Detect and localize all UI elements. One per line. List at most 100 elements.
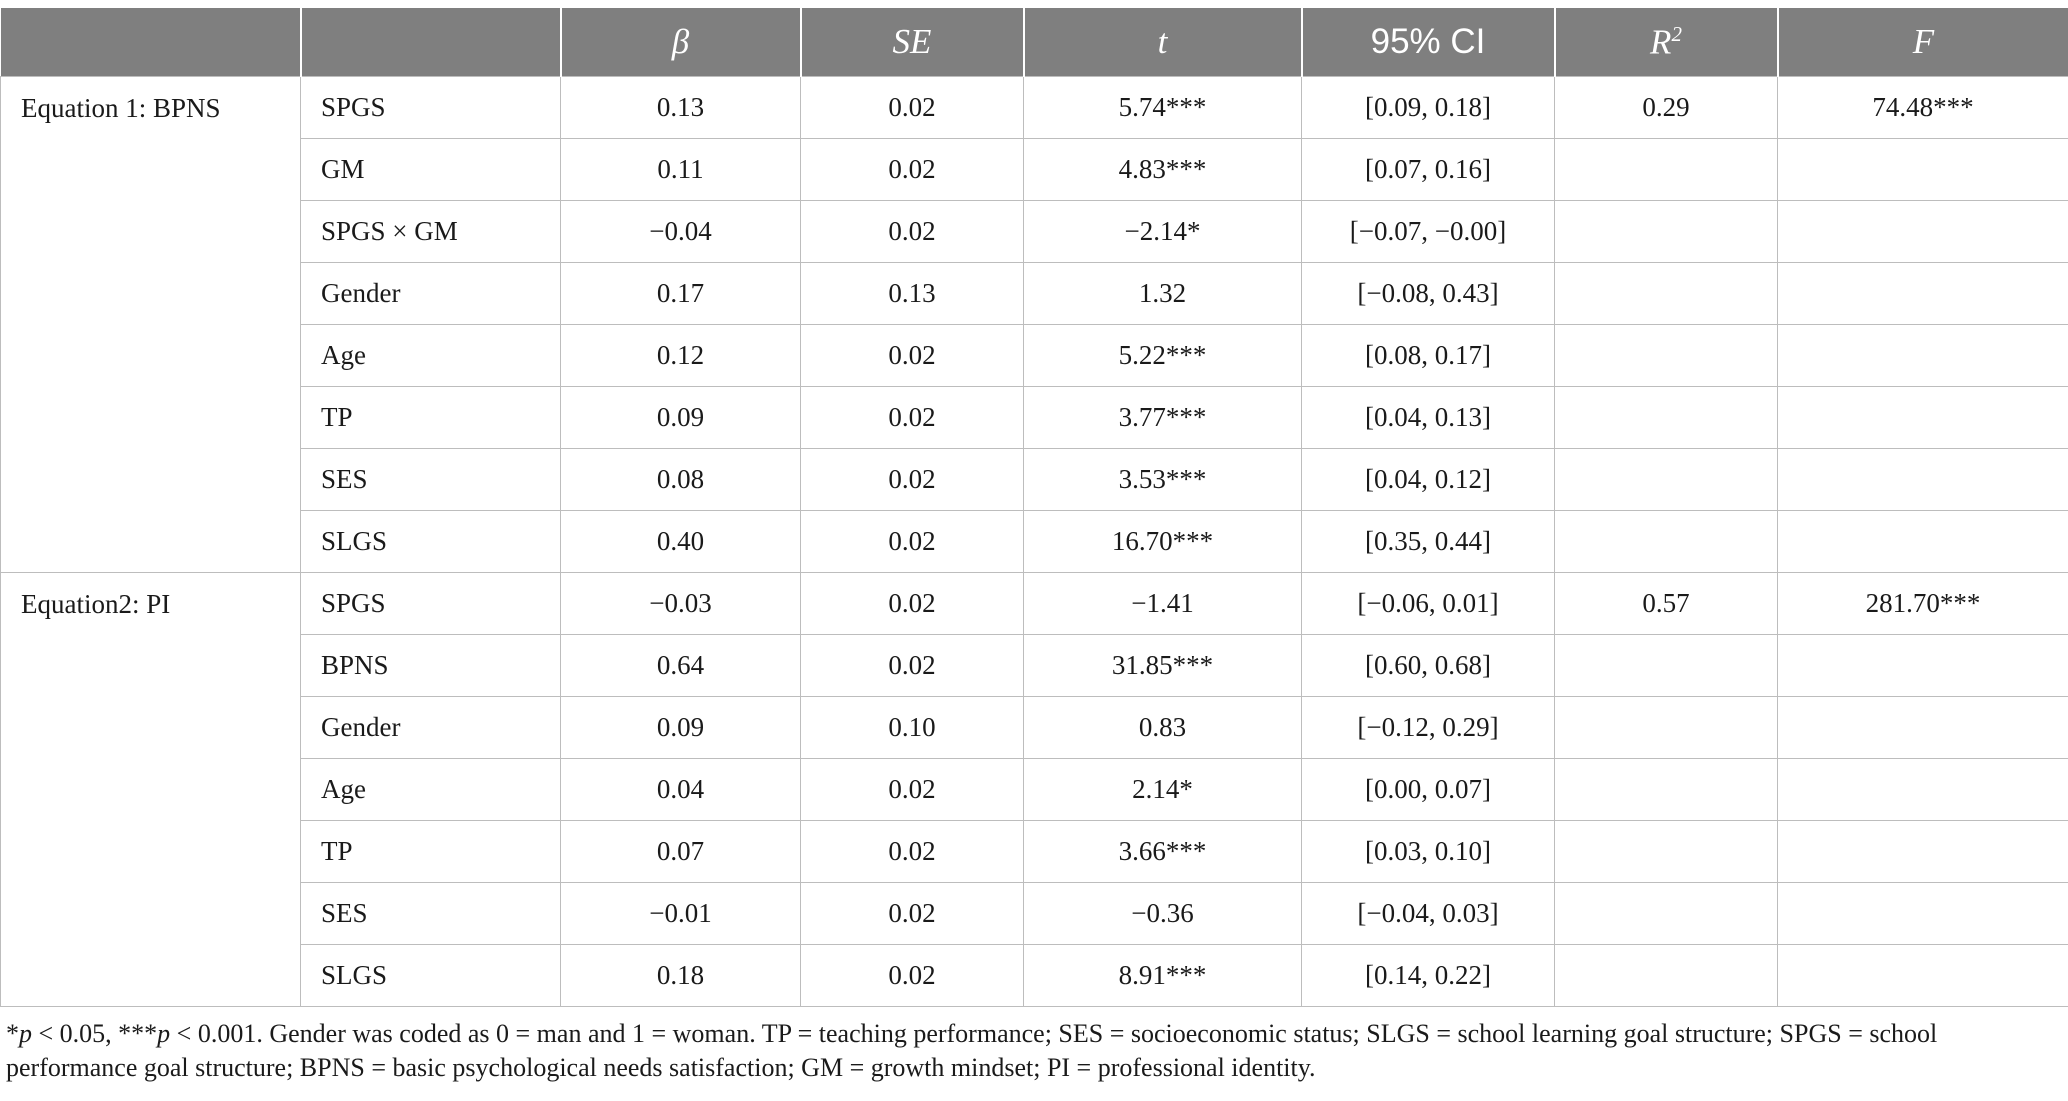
table-row: Gender 0.17 0.13 1.32 [−0.08, 0.43]: [1, 262, 2068, 325]
ci-cell: [−0.06, 0.01]: [1301, 572, 1555, 635]
f-cell: [1777, 944, 2068, 1007]
variable-cell: Gender: [300, 262, 561, 325]
se-cell: 0.02: [800, 634, 1024, 697]
header-t: t: [1022, 8, 1303, 77]
variable-cell: SES: [300, 882, 561, 945]
equation-label: Equation2: PI: [0, 572, 301, 1007]
se-cell: 0.02: [800, 448, 1024, 511]
beta-cell: 0.11: [560, 138, 801, 201]
table-row: SLGS 0.18 0.02 8.91*** [0.14, 0.22]: [1, 944, 2068, 1007]
table-row: TP 0.07 0.02 3.66*** [0.03, 0.10]: [1, 820, 2068, 883]
beta-cell: −0.04: [560, 200, 801, 263]
f-cell: [1777, 262, 2068, 325]
ci-cell: [−0.07, −0.00]: [1301, 200, 1555, 263]
table-row: Equation2: PI SPGS −0.03 0.02 −1.41 [−0.06, 0…: [0, 572, 2068, 1007]
f-cell: [1777, 510, 2068, 573]
f-cell: [1777, 138, 2068, 201]
variable-cell: SPGS: [300, 76, 561, 139]
table-footnote: *p < 0.05, ***p < 0.001. Gender was code…: [0, 1017, 2046, 1085]
variable-cell: GM: [300, 138, 561, 201]
f-cell: 281.70***: [1777, 572, 2068, 635]
f-cell: [1777, 758, 2068, 821]
t-cell: 31.85***: [1023, 634, 1302, 697]
beta-cell: 0.40: [560, 510, 801, 573]
ci-cell: [−0.04, 0.03]: [1301, 882, 1555, 945]
se-cell: 0.02: [800, 758, 1024, 821]
header-row: β SE t 95% CI R2 F: [0, 8, 2068, 77]
variable-cell: Age: [300, 758, 561, 821]
t-cell: 4.83***: [1023, 138, 1302, 201]
ci-cell: [0.03, 0.10]: [1301, 820, 1555, 883]
variable-cell: BPNS: [300, 634, 561, 697]
f-cell: [1777, 448, 2068, 511]
se-cell: 0.10: [800, 696, 1024, 759]
f-cell: [1777, 696, 2068, 759]
t-cell: 16.70***: [1023, 510, 1302, 573]
table-row: Age 0.12 0.02 5.22*** [0.08, 0.17]: [1, 324, 2068, 387]
r2-cell: [1554, 820, 1778, 883]
beta-cell: 0.08: [560, 448, 801, 511]
header-r2-exponent: 2: [1671, 21, 1682, 46]
beta-cell: 0.09: [560, 696, 801, 759]
r2-cell: [1554, 324, 1778, 387]
r2-cell: [1554, 138, 1778, 201]
table-row: BPNS 0.64 0.02 31.85*** [0.60, 0.68]: [1, 634, 2068, 697]
se-cell: 0.02: [800, 882, 1024, 945]
header-ci: 95% CI: [1300, 8, 1556, 77]
r2-cell: 0.57: [1554, 572, 1778, 635]
t-cell: 0.83: [1023, 696, 1302, 759]
ci-cell: [0.60, 0.68]: [1301, 634, 1555, 697]
beta-cell: 0.04: [560, 758, 801, 821]
ci-cell: [0.14, 0.22]: [1301, 944, 1555, 1007]
regression-table-container: β SE t 95% CI R2 F Equation 1: BPNS SPGS 0…: [0, 8, 2068, 1007]
r2-cell: 0.29: [1554, 76, 1778, 139]
ci-cell: [0.04, 0.12]: [1301, 448, 1555, 511]
r2-cell: [1554, 510, 1778, 573]
se-cell: 0.02: [800, 820, 1024, 883]
ci-cell: [0.09, 0.18]: [1301, 76, 1555, 139]
variable-cell: SPGS × GM: [300, 200, 561, 263]
f-cell: [1777, 200, 2068, 263]
table-row: SPGS × GM −0.04 0.02 −2.14* [−0.07, −0.00]: [1, 200, 2068, 263]
regression-table: β SE t 95% CI R2 F Equation 1: BPNS SPGS 0…: [0, 8, 2068, 1007]
se-cell: 0.02: [800, 138, 1024, 201]
se-cell: 0.02: [800, 572, 1024, 635]
table-row: SLGS 0.40 0.02 16.70*** [0.35, 0.44]: [1, 510, 2068, 573]
f-cell: [1777, 882, 2068, 945]
r2-cell: [1554, 386, 1778, 449]
beta-cell: 0.07: [560, 820, 801, 883]
variable-cell: SES: [300, 448, 561, 511]
se-cell: 0.02: [800, 386, 1024, 449]
se-cell: 0.02: [800, 944, 1024, 1007]
variable-cell: TP: [300, 386, 561, 449]
t-cell: 5.74***: [1023, 76, 1302, 139]
r2-cell: [1554, 634, 1778, 697]
table-row: Gender 0.09 0.10 0.83 [−0.12, 0.29]: [1, 696, 2068, 759]
r2-cell: [1554, 944, 1778, 1007]
t-cell: −1.41: [1023, 572, 1302, 635]
t-cell: 5.22***: [1023, 324, 1302, 387]
f-cell: 74.48***: [1777, 76, 2068, 139]
r2-cell: [1554, 758, 1778, 821]
table-row: TP 0.09 0.02 3.77*** [0.04, 0.13]: [1, 386, 2068, 449]
note-p2: p: [157, 1019, 171, 1048]
t-cell: 3.77***: [1023, 386, 1302, 449]
t-cell: −0.36: [1023, 882, 1302, 945]
beta-cell: 0.18: [560, 944, 801, 1007]
beta-cell: 0.12: [560, 324, 801, 387]
header-beta: β: [559, 8, 802, 77]
table-row: Age 0.04 0.02 2.14* [0.00, 0.07]: [1, 758, 2068, 821]
t-cell: 2.14*: [1023, 758, 1302, 821]
table-row: GM 0.11 0.02 4.83*** [0.07, 0.16]: [1, 138, 2068, 201]
beta-cell: 0.09: [560, 386, 801, 449]
beta-cell: 0.17: [560, 262, 801, 325]
ci-cell: [0.35, 0.44]: [1301, 510, 1555, 573]
t-cell: 3.66***: [1023, 820, 1302, 883]
ci-cell: [0.00, 0.07]: [1301, 758, 1555, 821]
table-body: Equation 1: BPNS SPGS 0.13 0.02 5.74*** [0.09…: [0, 76, 2068, 1007]
header-variable: [299, 8, 562, 77]
note-text2: < 0.001. Gender was coded as 0 = man and…: [6, 1019, 1938, 1082]
header-equation: [0, 8, 302, 77]
ci-cell: [−0.08, 0.43]: [1301, 262, 1555, 325]
ci-cell: [0.04, 0.13]: [1301, 386, 1555, 449]
